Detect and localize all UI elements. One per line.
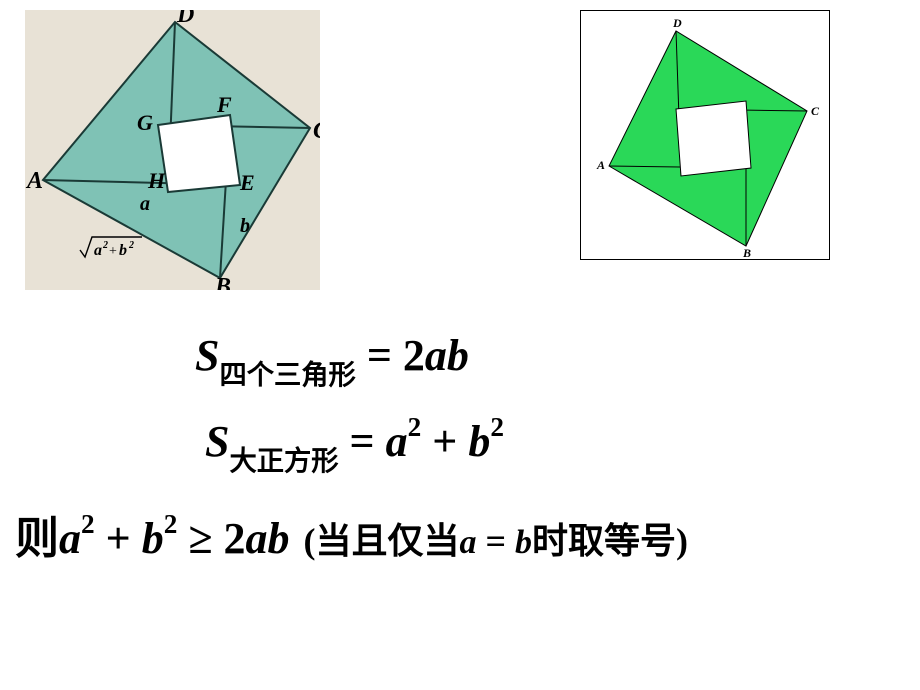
var-S1: S (195, 331, 219, 380)
zhaoshuang-diagram-right: D C B A (580, 10, 830, 260)
exp-b2: 2 (490, 412, 504, 442)
var-S2: S (205, 417, 229, 466)
rhs-b3: b (268, 514, 290, 563)
eq1: = 2 (356, 331, 425, 380)
label-B-r: B (742, 246, 751, 259)
label-A: A (25, 168, 43, 194)
cond-open: (当且仅当 (304, 521, 460, 561)
cond-close: 时取等号) (532, 521, 688, 561)
formula-inequality: 则a2 + b2 ≥ 2ab (当且仅当a = b时取等号) (15, 502, 920, 566)
exp-a2: 2 (408, 412, 422, 442)
formula-block: S四个三角形 = 2ab S大正方形 = a2 + b2 则a2 + b2 ≥ … (0, 320, 920, 566)
label-E: E (239, 170, 255, 195)
sub-big-square: 大正方形 (229, 446, 338, 476)
label-B: B (214, 274, 231, 290)
label-C-r: C (811, 104, 820, 118)
svg-text:+: + (109, 244, 117, 259)
svg-text:b: b (119, 242, 127, 259)
label-a: a (140, 193, 150, 215)
rhs-b1: b (447, 331, 469, 380)
rhs-a1: a (425, 331, 447, 380)
exp-a3: 2 (81, 509, 95, 539)
prefix-ze: 则 (15, 514, 59, 563)
svg-text:a: a (94, 242, 102, 259)
rhs-a3: a (246, 514, 268, 563)
b2: b (468, 417, 490, 466)
label-H: H (147, 168, 166, 193)
zhaoshuang-diagram-left: D C B A G F E H a b a 2 + b 2 (25, 10, 320, 290)
plus3: + (95, 514, 142, 563)
label-A-r: A (596, 158, 605, 172)
exp-b3: 2 (164, 509, 178, 539)
formula-triangles-area: S四个三角形 = 2ab (195, 330, 920, 388)
eq2: = (339, 417, 386, 466)
cond-a: a (460, 524, 477, 561)
a2: a (386, 417, 408, 466)
a3: a (59, 514, 81, 563)
cond-b: b (515, 524, 532, 561)
label-b: b (240, 215, 250, 237)
b3: b (142, 514, 164, 563)
label-G: G (137, 110, 153, 135)
label-D: D (176, 10, 194, 28)
sub-four-triangles: 四个三角形 (219, 360, 355, 390)
label-D-r: D (672, 16, 682, 30)
svg-text:2: 2 (128, 240, 134, 251)
equality-condition: (当且仅当a = b时取等号) (304, 512, 689, 564)
formula-big-square-area: S大正方形 = a2 + b2 (205, 416, 920, 474)
geq: ≥ 2 (177, 514, 245, 563)
label-F: F (216, 92, 232, 117)
svg-text:2: 2 (102, 240, 108, 251)
cond-eq: = (477, 521, 516, 561)
label-C: C (313, 118, 320, 144)
plus2: + (421, 417, 468, 466)
